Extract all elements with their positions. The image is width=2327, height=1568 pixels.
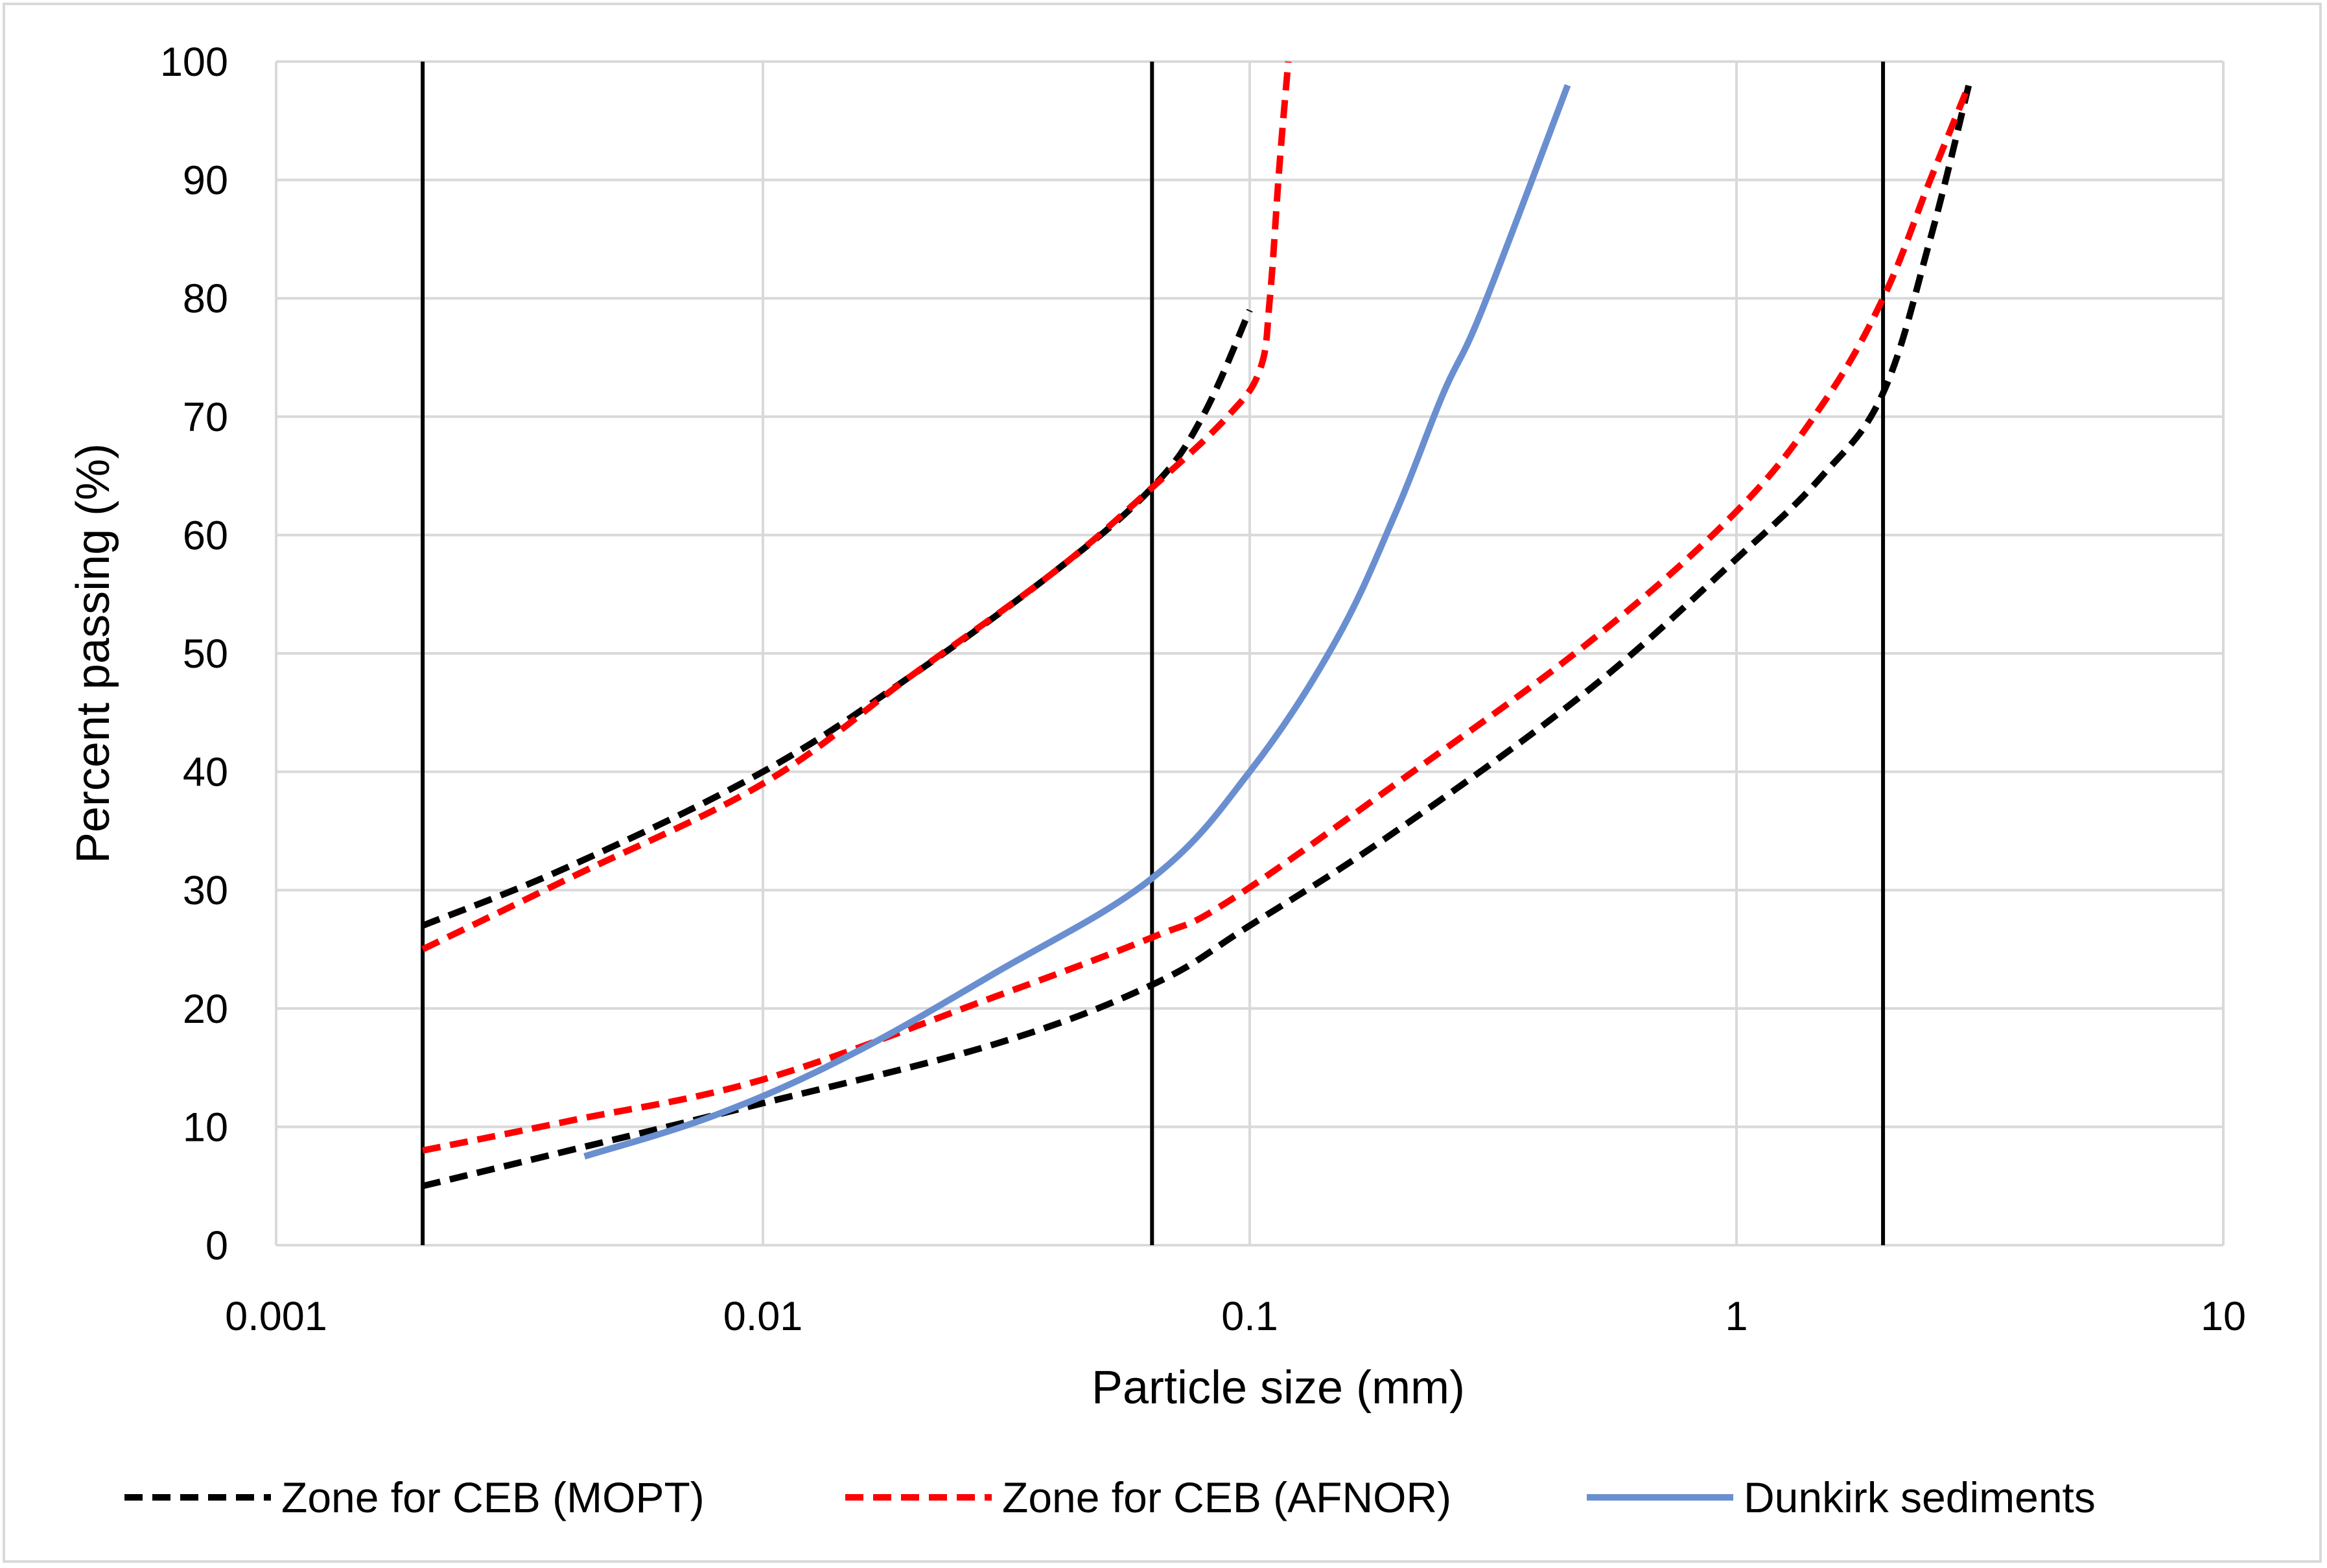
series-line-afnor: [422, 84, 1972, 1154]
data-series: [421, 61, 1972, 1189]
y-axis-title: Percent passing (%): [67, 443, 119, 863]
data-point-afnor: [1279, 168, 1280, 169]
y-tick-label: 60: [183, 513, 228, 558]
y-tick-label: 50: [183, 631, 228, 677]
data-point-dunkirk: [1335, 641, 1336, 642]
data-point-afnor: [763, 783, 764, 784]
x-tick-label: 1: [1725, 1294, 1748, 1339]
data-point-mopt: [763, 771, 764, 772]
series-line-mopt: [421, 84, 1972, 1189]
y-axis-ticks: 0 10 20 30 40 50 60 70 80 90 100: [160, 40, 228, 1269]
x-axis-title: Particle size (mm): [1092, 1362, 1465, 1414]
legend-label: Zone for CEB (AFNOR): [1002, 1473, 1451, 1521]
y-tick-label: 90: [183, 158, 228, 204]
data-point-mopt: [1396, 830, 1397, 831]
data-point-afnor: [1589, 641, 1590, 642]
data-point-afnor: [1227, 416, 1228, 417]
y-tick-label: 0: [205, 1223, 228, 1269]
data-point-dunkirk: [995, 973, 996, 974]
x-tick-label: 10: [2201, 1294, 2246, 1339]
data-point-afnor: [1396, 783, 1397, 784]
reference-lines: [421, 62, 1886, 1245]
y-tick-label: 10: [183, 1105, 228, 1150]
series-line-afnor: [421, 61, 1292, 953]
y-tick-label: 30: [183, 868, 228, 913]
y-tick-label: 80: [183, 276, 228, 322]
y-tick-label: 70: [183, 395, 228, 440]
y-tick-label: 100: [160, 40, 228, 85]
x-tick-label: 0.01: [723, 1294, 803, 1339]
data-point-afnor: [1822, 404, 1823, 405]
series-line-mopt: [421, 309, 1253, 929]
data-point-afnor: [763, 1079, 764, 1080]
data-point-dunkirk: [584, 1156, 585, 1157]
series-line-dunkirk: [583, 84, 1571, 1160]
y-tick-label: 40: [183, 750, 228, 795]
y-tick-label: 20: [183, 987, 228, 1032]
data-point-mopt: [1736, 558, 1737, 559]
legend-label: Zone for CEB (MOPT): [281, 1473, 705, 1521]
grid-lines: [275, 60, 2225, 1246]
data-point-afnor: [1883, 298, 1884, 299]
legend-label: Dunkirk sediments: [1744, 1473, 2096, 1521]
x-tick-label: 0.1: [1221, 1294, 1278, 1339]
data-point-mopt: [1589, 688, 1590, 689]
data-point-afnor: [995, 996, 996, 997]
x-tick-label: 0.001: [225, 1294, 327, 1339]
data-point-dunkirk: [848, 1055, 849, 1056]
x-axis-ticks: 0.001 0.01 0.1 1 10: [225, 1294, 2246, 1339]
legend: Zone for CEB (MOPT) Zone for CEB (AFNOR) D…: [124, 1473, 2096, 1521]
data-point-mopt: [569, 1150, 570, 1151]
data-point-afnor: [1056, 570, 1057, 571]
data-point-mopt: [569, 866, 570, 867]
data-point-mopt: [1202, 416, 1203, 417]
data-point-dunkirk: [1567, 85, 1568, 86]
